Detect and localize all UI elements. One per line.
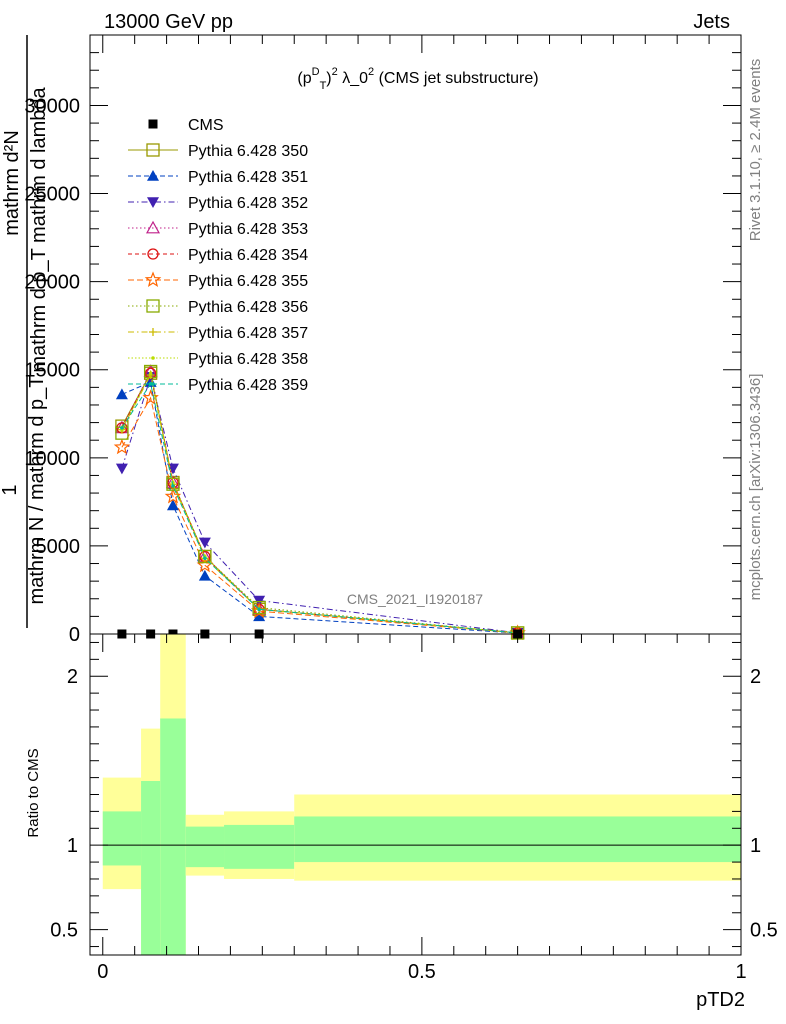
ratio-inner-band-bin [294, 816, 741, 863]
legend-label: CMS [188, 117, 224, 134]
data-point [203, 556, 207, 561]
ratio-inner-band-bin [141, 780, 161, 955]
ylabel-line-2: mathrm d p_T mathrm d lambda [28, 86, 50, 372]
legend-entry: Pythia 6.428 358 [128, 351, 308, 368]
legend-label: Pythia 6.428 351 [188, 169, 308, 186]
main-ytick-label: 0 [69, 624, 80, 646]
legend-marker [149, 328, 157, 336]
ratio-inner-band-bin [102, 811, 142, 866]
main-ytick-label: 10000 [24, 448, 80, 470]
legend: CMS Pythia 6.428 350 Pythia 6.428 351 Pythi… [128, 117, 308, 394]
energy-label: 13000 GeV pp [104, 11, 233, 33]
x-axis-label: pTD2 [696, 989, 745, 1011]
legend-marker [147, 170, 159, 181]
data-point [257, 607, 261, 612]
legend-marker [146, 143, 160, 157]
legend-marker [145, 220, 161, 234]
main-ytick-label: 20000 [24, 272, 80, 294]
ratio-ytick-label: 1 [67, 835, 78, 857]
legend-marker [147, 248, 159, 260]
ratio-ylabel: Ratio to CMS [25, 748, 42, 837]
data-point [198, 537, 211, 549]
data-point [166, 499, 179, 511]
legend-label: Pythia 6.428 358 [188, 351, 308, 368]
ratio-panel: 0.5 0.51 12 20 0.5 1 [50, 35, 778, 983]
ylabel-denominator: mathrm N / mathrm d p_T [26, 376, 48, 605]
process-label: Jets [693, 11, 730, 33]
legend-entry: Pythia 6.428 355 [128, 271, 308, 290]
legend-entry: Pythia 6.428 354 [128, 247, 308, 264]
ratio-ytick-label-right: 0.5 [750, 920, 778, 942]
legend-marker [147, 197, 159, 208]
series-line [121, 371, 518, 634]
main-ylabel: 1 mathrm d²N mathrm d p_T mathrm d lambd… [0, 35, 50, 628]
ratio-ytick-label: 2 [67, 666, 78, 688]
data-point [148, 371, 153, 376]
data-point [198, 549, 212, 564]
main-ytick-label: 25000 [24, 184, 80, 206]
legend-label: Pythia 6.428 355 [188, 273, 308, 290]
data-point [115, 388, 128, 400]
legend-marker [146, 299, 160, 313]
data-point [166, 477, 180, 491]
legend-label: Pythia 6.428 359 [188, 377, 308, 394]
legend-entry: Pythia 6.428 353 [128, 220, 308, 238]
legend-label: Pythia 6.428 353 [188, 221, 308, 238]
rivet-label: Rivet 3.1.10, ≥ 2.4M events [747, 59, 764, 242]
main-ytick-label: 30000 [24, 95, 80, 117]
ylabel-numerator: 1 [0, 484, 21, 495]
ratio-ytick-label-right: 2 [750, 666, 761, 688]
x-tick-label: 0.5 [408, 961, 436, 983]
data-point [120, 426, 124, 430]
legend-label: Pythia 6.428 357 [188, 325, 308, 342]
data-point [252, 600, 266, 615]
legend-entry: Pythia 6.428 357 [128, 325, 308, 342]
legend-entry: Pythia 6.428 356 [128, 299, 308, 316]
x-tick-label: 0 [97, 961, 108, 983]
legend-label: Pythia 6.428 354 [188, 247, 308, 264]
x-tick-label: 1 [735, 961, 746, 983]
data-point [113, 438, 131, 455]
data-point [171, 484, 175, 488]
ratio-inner-band-bin [185, 826, 225, 868]
legend-label: Pythia 6.428 356 [188, 299, 308, 316]
analysis-label: CMS_2021_I1920187 [347, 591, 483, 607]
data-point [164, 487, 182, 504]
data-point [198, 569, 211, 581]
series-line [121, 396, 518, 634]
series-line [121, 382, 518, 634]
data-point [253, 610, 266, 622]
legend-label: Pythia 6.428 350 [188, 143, 308, 160]
legend-entry: Pythia 6.428 352 [128, 195, 308, 212]
legend-entry: Pythia 6.428 350 [128, 143, 308, 160]
legend-entry: Pythia 6.428 351 [128, 169, 308, 186]
ratio-inner-band-bin [160, 718, 186, 955]
main-panel: 0 5000 10000 15000 20000 25000 30000 [24, 34, 742, 646]
main-ytick-label: 5000 [36, 536, 81, 558]
main-ytick-label: 15000 [24, 360, 80, 382]
legend-entry: Pythia 6.428 359 [128, 377, 308, 394]
legend-entry: CMS [148, 117, 224, 134]
legend-marker [148, 119, 158, 129]
legend-marker [151, 382, 155, 386]
mcplots-label: mcplots.cern.ch [arXiv:1306.3436] [747, 374, 764, 601]
legend-label: Pythia 6.428 352 [188, 195, 308, 212]
ratio-inner-band-bin [224, 824, 295, 869]
data-point [115, 463, 128, 475]
legend-marker [144, 271, 162, 288]
ylabel-line-1: mathrm d²N [1, 130, 23, 236]
plot-subtitle: (pDT)2 λ_02 (CMS jet substructure) [297, 66, 538, 92]
ratio-ytick-label-right: 1 [750, 835, 761, 857]
series-line [121, 374, 518, 634]
ratio-ytick-label: 0.5 [50, 920, 78, 942]
legend-marker [151, 356, 155, 360]
